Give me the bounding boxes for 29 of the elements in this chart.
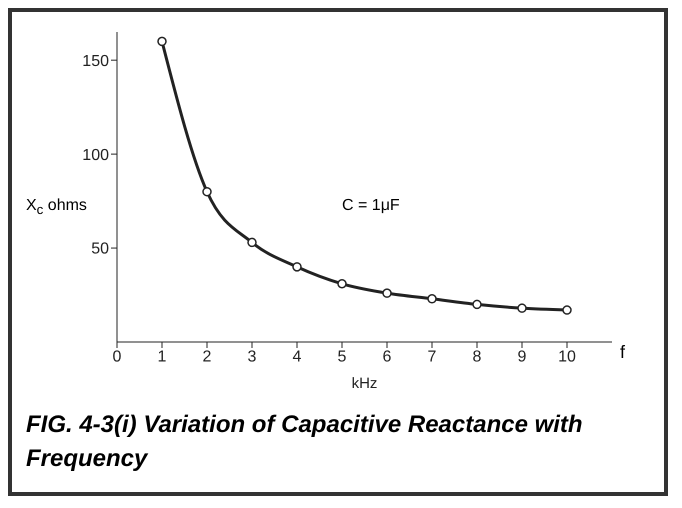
point [472,300,482,310]
x-tick-label: 0 [112,348,122,366]
point [382,288,392,298]
x-tick-label: 7 [428,348,437,366]
x-axis-title: kHz [352,375,378,392]
point [562,305,572,315]
y-tick-label: 50 [91,240,110,258]
point [427,294,437,304]
point [202,186,212,196]
x-tick-label: 8 [472,348,482,366]
point [337,279,347,289]
annotation: C = 1μF [342,197,400,215]
x-tick-label: 1 [158,348,167,366]
x-tick-label: 10 [558,348,576,366]
y-axis-title: X$_{c}$ ohms [26,197,87,218]
point [292,262,302,272]
x-tick-label: 5 [338,348,347,366]
x-tick-label: 6 [382,348,392,366]
x-tick-label: 4 [292,348,302,366]
text: FIG. 4-3(i) Variation of Capacitive Reactance with Frequency [26,410,584,474]
x-tick-label: 2 [202,348,212,366]
y-tick-label: 100 [82,146,110,164]
y-tick-label: 150 [82,52,110,70]
x-tick-label: 9 [518,348,527,366]
point [517,303,527,313]
x-tick-label: 3 [248,348,257,366]
point [157,36,167,46]
point [247,238,257,248]
text: f [620,342,626,363]
